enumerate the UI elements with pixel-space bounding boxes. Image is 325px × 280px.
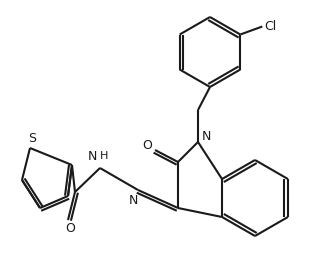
Text: H: H [100, 151, 108, 161]
Text: N: N [87, 150, 97, 162]
Text: N: N [201, 130, 211, 143]
Text: S: S [28, 132, 36, 144]
Text: O: O [142, 139, 152, 151]
Text: Cl: Cl [264, 20, 277, 33]
Text: N: N [128, 193, 138, 207]
Text: O: O [65, 221, 75, 235]
